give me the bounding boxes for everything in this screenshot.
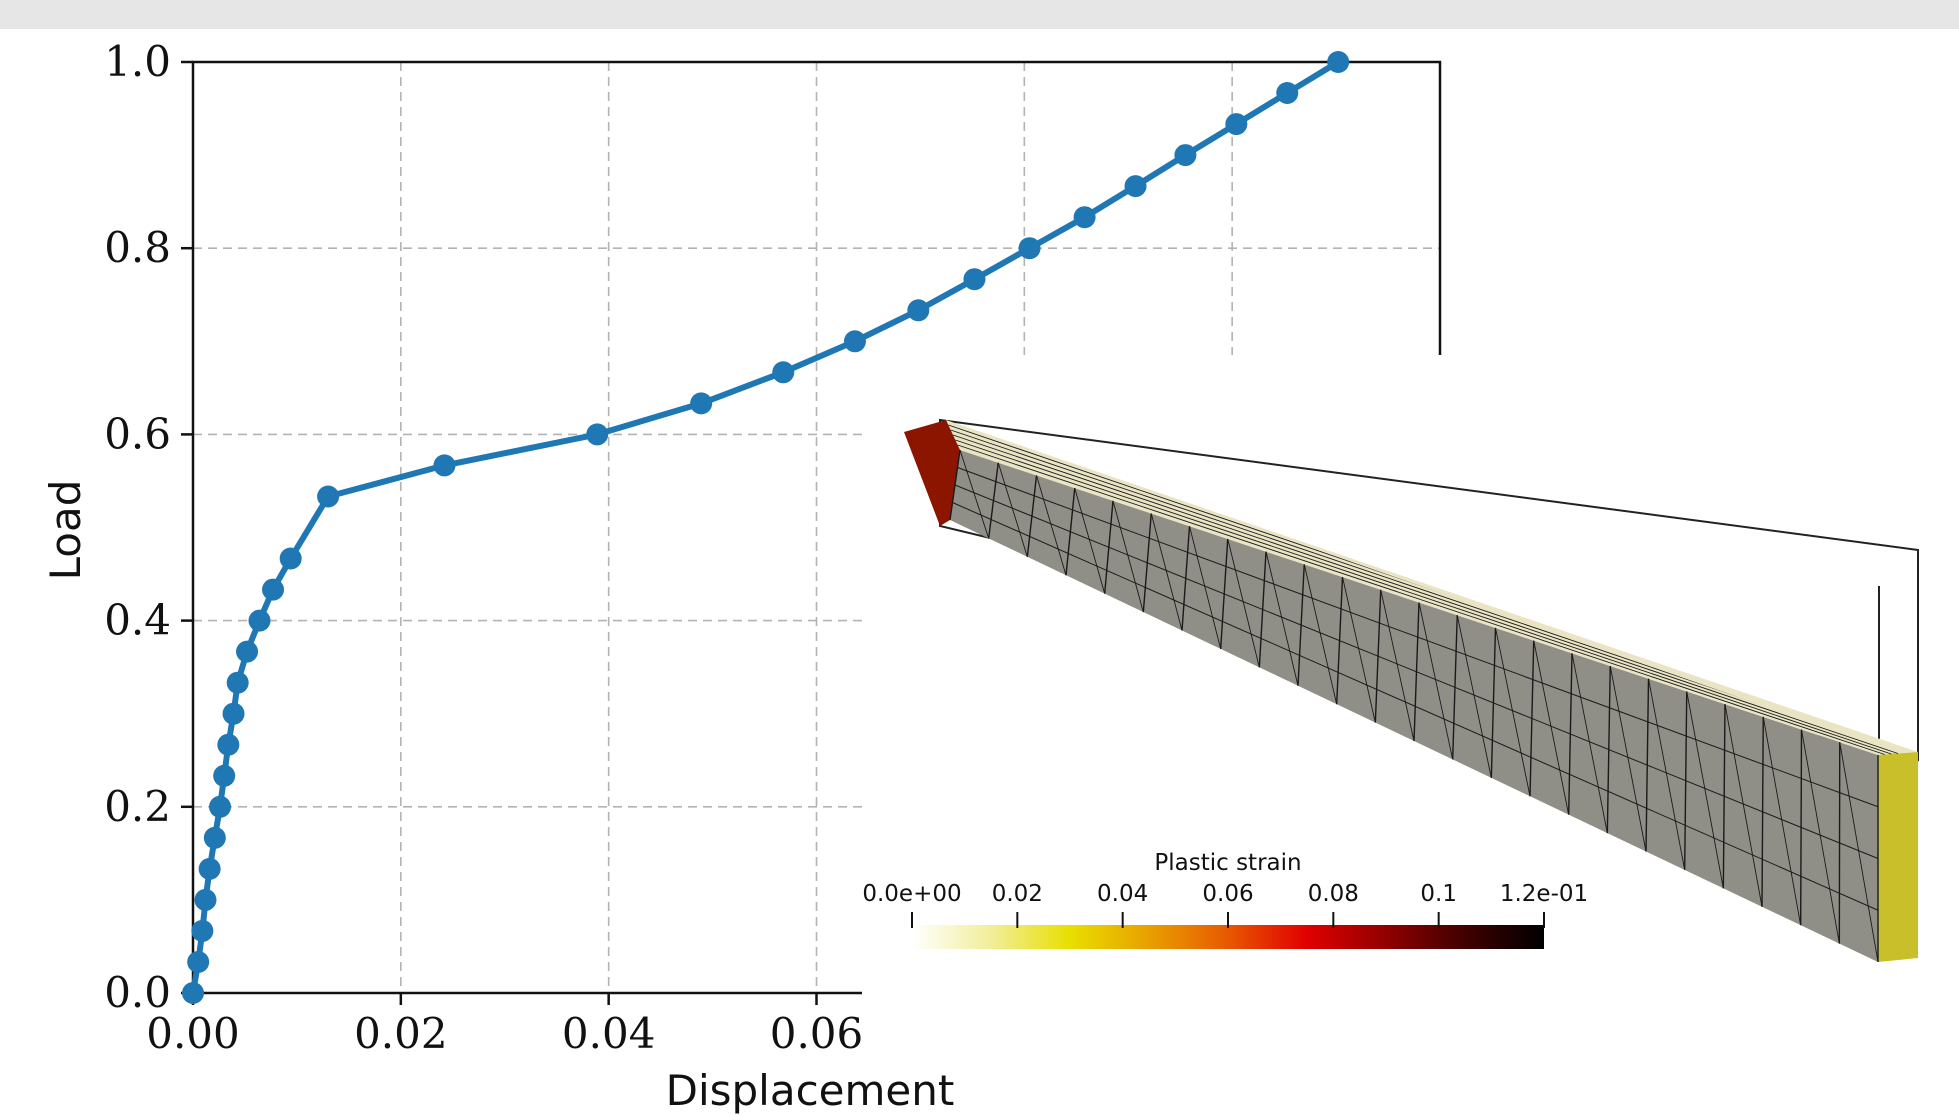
data-point — [433, 454, 456, 477]
colorbar-tick-label: 0.04 — [1097, 881, 1148, 907]
colorbar-title: Plastic strain — [1154, 850, 1301, 876]
colorbar-tick-label: 0.08 — [1308, 881, 1359, 907]
data-point — [203, 826, 226, 849]
data-point — [191, 919, 214, 942]
data-point — [226, 671, 249, 694]
y-tick-label: 0.6 — [104, 409, 171, 458]
mesh-line — [1724, 704, 1763, 907]
data-point — [209, 795, 232, 818]
mesh-line — [952, 434, 1899, 754]
beam-top-face — [946, 420, 1918, 755]
mesh-line — [1495, 627, 1531, 797]
mesh-line — [1533, 640, 1570, 815]
data-point — [963, 268, 986, 291]
mesh-line — [1303, 564, 1338, 705]
colorbar-tick-label: 0.0e+00 — [862, 881, 961, 907]
mesh-line — [1609, 665, 1647, 852]
data-point — [262, 578, 285, 601]
mesh-line — [1150, 513, 1183, 631]
x-tick-label: 0.06 — [770, 1009, 864, 1058]
data-point — [217, 733, 240, 756]
colorbar-tick-label: 1.2e-01 — [1500, 881, 1588, 907]
y-tick-label: 1.0 — [104, 37, 171, 86]
mesh-line — [1380, 589, 1415, 742]
mesh-line — [1648, 678, 1686, 871]
data-point — [1124, 175, 1147, 198]
axis-labels: Displacement Load — [41, 480, 954, 1115]
mesh-line — [952, 502, 1879, 911]
mesh-line — [1036, 475, 1067, 576]
mesh-line — [1342, 576, 1376, 723]
data-point — [772, 361, 795, 384]
mesh-line — [1801, 729, 1840, 944]
colorbar-ticks: 0.0e+00 0.02 0.04 0.06 0.08 0.1 1.2e-01 — [862, 881, 1588, 928]
mesh-line — [954, 484, 1879, 859]
mesh-line — [1112, 500, 1144, 613]
mesh-line — [1074, 488, 1106, 594]
data-point — [248, 609, 271, 632]
colorbar-gradient — [912, 925, 1544, 949]
x-tick-label: 0.00 — [146, 1009, 240, 1058]
mesh-line — [1418, 602, 1454, 760]
window-top-strip — [0, 0, 1959, 29]
data-point — [198, 857, 221, 880]
data-point — [236, 640, 259, 663]
data-point — [187, 950, 210, 973]
data-point — [843, 330, 866, 353]
beam-tip-face — [1878, 752, 1918, 962]
mesh-line — [997, 462, 1028, 557]
x-tick-label: 0.04 — [562, 1009, 656, 1058]
data-point — [690, 392, 713, 415]
y-tick-label: 0.4 — [104, 596, 171, 645]
data-point — [1174, 144, 1197, 167]
mesh-line — [957, 467, 1879, 808]
mesh-line — [1839, 742, 1879, 962]
beam-mesh — [948, 424, 1912, 962]
mesh-line — [1189, 526, 1222, 650]
mesh-line — [959, 449, 990, 539]
mesh-line — [957, 444, 1885, 755]
data-point — [222, 702, 245, 725]
x-axis-label: Displacement — [666, 1066, 955, 1115]
mesh-line — [1227, 538, 1260, 668]
data-point — [182, 982, 204, 1004]
data-point — [1327, 51, 1350, 73]
data-point — [586, 423, 609, 446]
y-tick-label: 0.2 — [104, 782, 171, 831]
data-point — [194, 888, 217, 911]
data-point — [1018, 237, 1041, 260]
mesh-line — [1686, 691, 1724, 889]
data-point — [1225, 113, 1248, 136]
series-markers — [182, 51, 1350, 1004]
mesh-line — [1571, 653, 1608, 834]
x-tick-label: 0.02 — [354, 1009, 448, 1058]
data-point — [213, 764, 236, 787]
colorbar-tick-label: 0.06 — [1202, 881, 1253, 907]
beam-root-plastic-zone — [904, 420, 960, 526]
mesh-line — [1456, 615, 1492, 778]
colorbar-tick-label: 0.02 — [992, 881, 1043, 907]
data-point — [1276, 82, 1299, 105]
data-point — [1073, 206, 1096, 229]
y-axis-label: Load — [41, 480, 90, 581]
mesh-line — [1762, 716, 1802, 926]
beam-render — [904, 418, 1919, 962]
colorbar-tick-label: 0.1 — [1420, 881, 1457, 907]
data-point — [907, 299, 930, 322]
y-tick-label: 0.8 — [104, 223, 171, 272]
mesh-line — [955, 439, 1892, 755]
colorbar: Plastic strain 0.0e+00 0.02 0.04 0.06 0.08 0.… — [862, 850, 1588, 949]
mesh-line — [1265, 551, 1299, 686]
data-point — [279, 547, 302, 570]
y-tick-label: 0.0 — [104, 968, 171, 1017]
data-point — [317, 485, 340, 508]
